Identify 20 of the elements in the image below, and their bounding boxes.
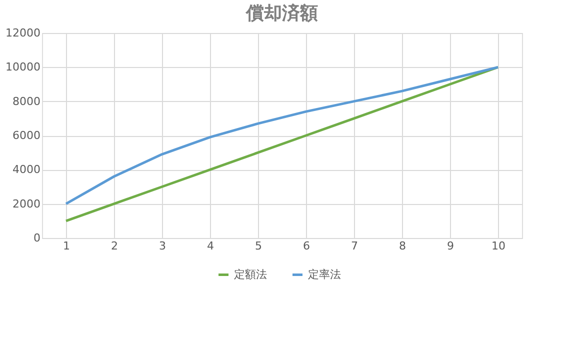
y-tick-label: 12000	[6, 26, 40, 40]
legend-label: 定額法	[234, 268, 267, 281]
y-tick-label: 10000	[6, 60, 40, 74]
x-tick-label: 6	[303, 240, 310, 252]
y-tick-label: 2000	[12, 197, 40, 210]
x-tick-label: 7	[351, 240, 358, 252]
y-tick-label: 8000	[12, 94, 40, 108]
x-tick-label: 1	[63, 240, 70, 252]
x-tick-label: 3	[159, 240, 166, 252]
y-tick-label: 6000	[12, 129, 40, 142]
y-tick-label: 4000	[12, 163, 40, 176]
x-tick-label: 10	[492, 240, 506, 252]
x-tick-label: 8	[399, 240, 406, 252]
x-tick-label: 4	[207, 240, 214, 252]
chart-title: 償却済額	[245, 3, 318, 24]
legend-label: 定率法	[308, 268, 341, 281]
x-tick-label: 5	[255, 240, 262, 252]
x-tick-label: 9	[447, 240, 454, 252]
y-tick-label: 0	[34, 232, 40, 244]
x-tick-label: 2	[111, 240, 118, 252]
